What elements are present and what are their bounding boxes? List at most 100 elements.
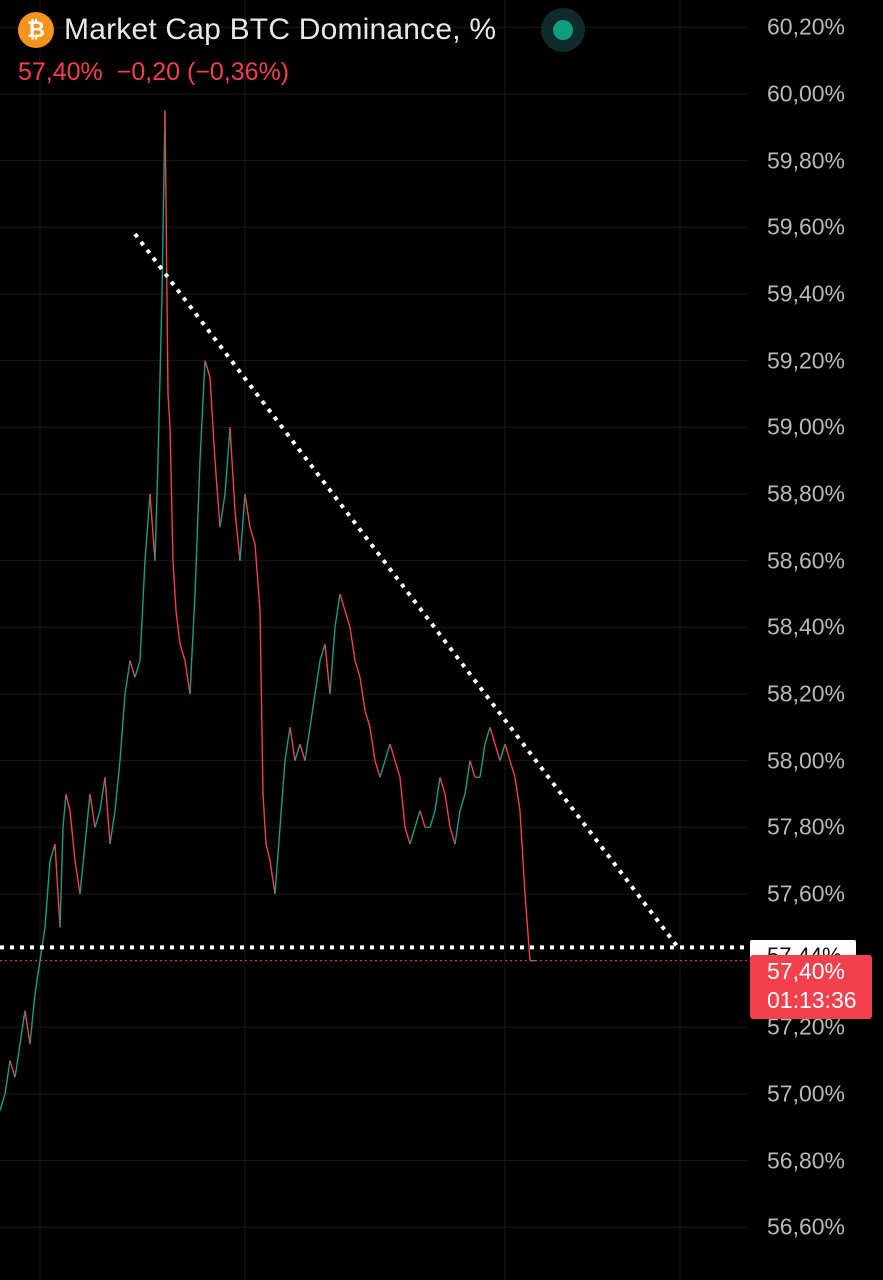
last-price-tag: 57,40% 01:13:36 bbox=[750, 955, 872, 1019]
series-segment bbox=[334, 593, 341, 628]
series-segment bbox=[259, 610, 264, 795]
status-dot-icon[interactable] bbox=[541, 8, 585, 52]
series-segment bbox=[4, 1060, 11, 1095]
series-segment bbox=[409, 827, 416, 845]
y-tick-label: 57,80% bbox=[767, 813, 846, 840]
series-segment bbox=[399, 777, 406, 828]
series-segment bbox=[99, 777, 106, 811]
series-segment bbox=[89, 793, 96, 828]
series-segment bbox=[74, 860, 81, 895]
series-segment bbox=[229, 427, 236, 511]
series-segment bbox=[519, 810, 526, 895]
y-tick-label: 59,00% bbox=[767, 413, 846, 440]
y-tick-label: 58,20% bbox=[767, 680, 846, 707]
series-segment bbox=[139, 560, 146, 661]
series-segment bbox=[204, 360, 211, 378]
series-segment bbox=[209, 377, 216, 461]
series-segment bbox=[109, 810, 116, 845]
series-segment bbox=[0, 1093, 6, 1111]
y-tick-label: 58,00% bbox=[767, 747, 846, 774]
series-segment bbox=[124, 660, 131, 695]
price-change: −0,20 (−0,36%) bbox=[116, 58, 290, 86]
series-segment bbox=[374, 760, 381, 778]
series-segment bbox=[249, 527, 256, 545]
y-tick-label: 58,40% bbox=[767, 613, 846, 640]
series-segment bbox=[339, 593, 346, 611]
series-segment bbox=[157, 293, 163, 461]
series-segment bbox=[69, 810, 76, 861]
series-segment bbox=[9, 1060, 16, 1078]
series-segment bbox=[104, 777, 111, 845]
series-segment bbox=[65, 793, 71, 811]
series-segment bbox=[254, 543, 261, 611]
series-segment bbox=[239, 493, 246, 561]
series-segment bbox=[169, 427, 174, 561]
series-segment bbox=[175, 610, 181, 645]
series-segment bbox=[219, 493, 226, 528]
y-tick-label: 59,40% bbox=[767, 280, 846, 307]
series-segment bbox=[344, 610, 351, 628]
series-segment bbox=[265, 843, 271, 861]
y-tick-label: 58,60% bbox=[767, 547, 846, 574]
series-segment bbox=[514, 777, 521, 811]
series-segment bbox=[509, 760, 516, 778]
y-tick-label: 58,80% bbox=[767, 480, 846, 507]
chart-title[interactable]: Market Cap BTC Dominance, % bbox=[64, 13, 497, 46]
series-segment bbox=[389, 743, 396, 761]
series-segment bbox=[309, 693, 316, 728]
series-segment bbox=[434, 777, 441, 811]
series-segment bbox=[369, 727, 376, 761]
last-price-value: 57,40% bbox=[767, 958, 846, 984]
series-segment bbox=[314, 660, 321, 695]
series-segment bbox=[149, 493, 156, 561]
series-segment bbox=[419, 810, 426, 828]
series-segment bbox=[119, 693, 126, 761]
series-segment bbox=[29, 993, 36, 1045]
series-segment bbox=[214, 460, 221, 528]
series-segment bbox=[304, 727, 311, 761]
series-segment bbox=[444, 793, 451, 828]
series-segment bbox=[262, 793, 267, 845]
series-segment bbox=[464, 760, 471, 795]
series-segment bbox=[34, 960, 41, 995]
series-segment bbox=[499, 743, 506, 761]
y-tick-label: 59,20% bbox=[767, 347, 846, 374]
series-segment bbox=[161, 110, 166, 295]
series-segment bbox=[284, 727, 291, 761]
series-segment bbox=[429, 810, 436, 828]
series-segment bbox=[19, 1010, 26, 1045]
series-segment bbox=[504, 743, 511, 761]
series-segment bbox=[469, 760, 476, 778]
y-tick-label: 59,80% bbox=[767, 147, 846, 174]
series-segment bbox=[54, 843, 61, 928]
series-segment bbox=[144, 493, 151, 561]
series-segment bbox=[294, 743, 301, 761]
series-segment bbox=[79, 843, 86, 895]
series-segment bbox=[179, 643, 186, 661]
series-segment bbox=[84, 793, 91, 845]
current-price: 57,40% bbox=[18, 58, 103, 86]
series-segment bbox=[199, 360, 206, 461]
series-segment bbox=[224, 427, 231, 495]
series-segment bbox=[484, 727, 491, 745]
series-segment bbox=[164, 110, 169, 395]
series-segment bbox=[479, 743, 486, 778]
series-segment bbox=[244, 493, 251, 528]
series-segment bbox=[329, 627, 336, 695]
y-tick-label: 59,60% bbox=[767, 213, 846, 240]
series-segment bbox=[379, 760, 386, 778]
series-segment bbox=[394, 760, 401, 778]
series-segment bbox=[194, 460, 201, 595]
series-segment bbox=[114, 760, 121, 811]
series-segment bbox=[129, 660, 136, 678]
y-tick-label: 60,00% bbox=[767, 80, 846, 107]
series-segment bbox=[49, 843, 56, 861]
series-segment bbox=[324, 643, 331, 695]
series-segment bbox=[459, 793, 466, 811]
series-segment bbox=[439, 777, 446, 795]
series-segment bbox=[404, 827, 411, 845]
series-segment bbox=[489, 727, 496, 745]
series-segment bbox=[14, 1043, 21, 1078]
y-tick-label: 60,20% bbox=[767, 13, 846, 40]
